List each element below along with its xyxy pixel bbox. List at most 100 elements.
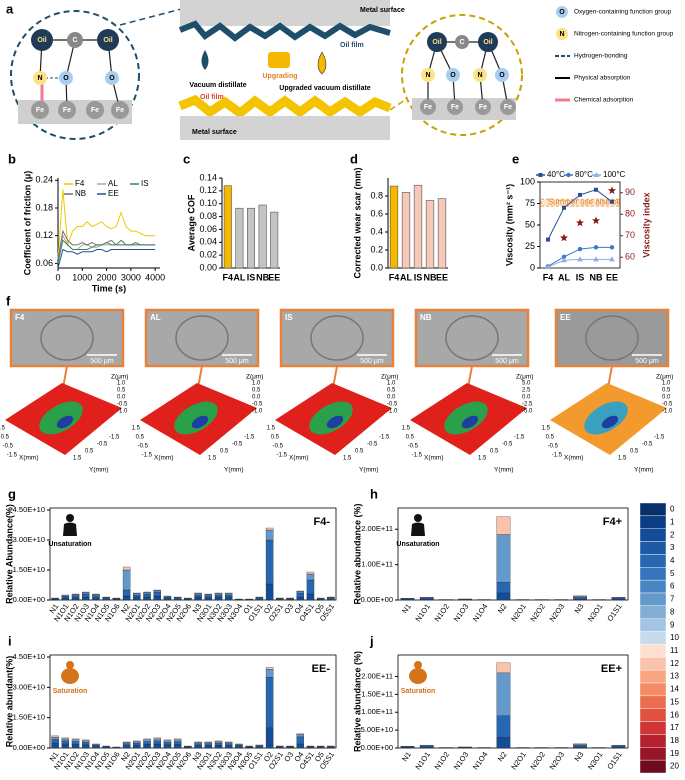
image-label: F4 (15, 313, 25, 322)
corner-tag: F4- (314, 516, 331, 528)
legend-label: NB (75, 189, 86, 198)
scale-label: 4 (670, 556, 675, 565)
marker (592, 216, 600, 225)
surface-core (326, 415, 344, 429)
bar-segment (153, 737, 161, 740)
z-tick: 2.5 (522, 388, 531, 394)
bar-segment (265, 669, 274, 678)
bar-segment (496, 592, 511, 601)
marker (577, 256, 583, 262)
bar-segment (71, 744, 80, 749)
x-tick-label: EE (436, 272, 448, 282)
bar-segment (204, 743, 213, 746)
image-label: EE (560, 313, 571, 322)
scale-cell (639, 721, 667, 735)
annotation: Summer use alse oil (548, 198, 621, 207)
x-tick: -1.5 (277, 453, 288, 459)
legend-text: Nitrogen-containing function group (574, 31, 674, 38)
bar-segment (133, 742, 141, 746)
y-tick-label: 0.18 (35, 202, 53, 212)
x-axis-label: X(mm) (19, 455, 39, 462)
bar-segment (92, 595, 100, 598)
marker (609, 256, 615, 262)
z-tick: 1.0 (387, 381, 396, 387)
z-tick: 0.5 (252, 388, 261, 394)
sem-image (9, 308, 125, 368)
surface-scar (309, 401, 353, 435)
z-tick: 0.5 (662, 388, 671, 394)
x-tick-label: 2000 (97, 272, 117, 282)
bar-segment (163, 740, 172, 743)
z-tick: -0.5 (387, 402, 398, 408)
z-tick: -1.0 (117, 409, 128, 415)
x-tick-label: O1S1 (605, 602, 623, 623)
bar-segment (611, 745, 626, 748)
surface-scar (584, 401, 628, 435)
z-axis-label: Z(μm) (246, 374, 263, 381)
x-tick: -0.5 (138, 444, 149, 450)
z-tick: -5.0 (522, 409, 533, 415)
corner-tag: EE+ (601, 663, 622, 675)
plot-frame (49, 654, 337, 749)
z-tick: 0.0 (387, 395, 396, 401)
bar-segment (296, 736, 304, 745)
z-tick: 1.0 (117, 381, 126, 387)
sem-image (414, 308, 530, 368)
scale-cell (639, 759, 667, 774)
label: Vacuum distillate (189, 82, 246, 89)
x-axis-label: X(mm) (564, 455, 584, 462)
y-axis-label: Y(mm) (359, 467, 379, 474)
x-tick-label: F4 (543, 272, 554, 282)
bar-segment (419, 597, 434, 599)
z-tick: 1.0 (662, 381, 671, 387)
wear-scar (175, 315, 229, 361)
z-tick: -1.0 (662, 409, 673, 415)
icon (409, 668, 427, 684)
bar-segment (122, 741, 131, 743)
y2-tick-label: 60 (625, 252, 635, 262)
marker (545, 264, 551, 270)
bar-segment (296, 596, 304, 601)
scale-cell (639, 502, 667, 517)
bar-segment (611, 597, 626, 600)
scale-label: 500 μm (90, 358, 114, 365)
x-tick-label: IS (414, 272, 423, 282)
scale-cell (639, 618, 667, 632)
bar-segment (255, 746, 264, 749)
legend-marker (538, 173, 543, 177)
x-tick-label: N2O3 (548, 602, 567, 623)
x-tick-label: EE (606, 272, 618, 282)
image-label: NB (420, 313, 432, 322)
z-tick: -0.5 (252, 402, 263, 408)
atom: Oil (103, 37, 112, 44)
icon-note: Saturation (53, 688, 88, 695)
icon (414, 514, 422, 522)
y2-tick-label: 80 (625, 209, 635, 219)
scale-cell (639, 515, 667, 529)
bar-segment (71, 739, 80, 742)
x-tick-label: N1 (400, 750, 413, 763)
surface-scar (39, 401, 83, 435)
z-tick: 5.0 (522, 381, 531, 387)
z-tick: 0.5 (387, 388, 396, 394)
x-tick: -0.5 (408, 444, 419, 450)
z-tick: -2.5 (522, 402, 533, 408)
bar-segment (265, 527, 274, 531)
legend-label: F4 (75, 179, 85, 188)
marker (609, 245, 615, 250)
marker (561, 257, 567, 263)
bar-segment (82, 593, 90, 598)
x-tick: -1.5 (552, 453, 563, 459)
y-axis-label: Y(mm) (224, 467, 244, 474)
bar-segment (265, 677, 274, 728)
bar-segment (153, 738, 161, 742)
x-tick-label: N1O4 (471, 602, 490, 623)
y-tick: -0.5 (97, 442, 108, 448)
scale-cell (639, 644, 667, 658)
y-tick-label: 0.00 (199, 262, 217, 272)
corner-tag: EE- (312, 663, 331, 675)
scale-label: 19 (670, 749, 679, 758)
sem-image (279, 308, 395, 368)
bar (223, 185, 232, 269)
scale-label: 10 (670, 633, 679, 642)
